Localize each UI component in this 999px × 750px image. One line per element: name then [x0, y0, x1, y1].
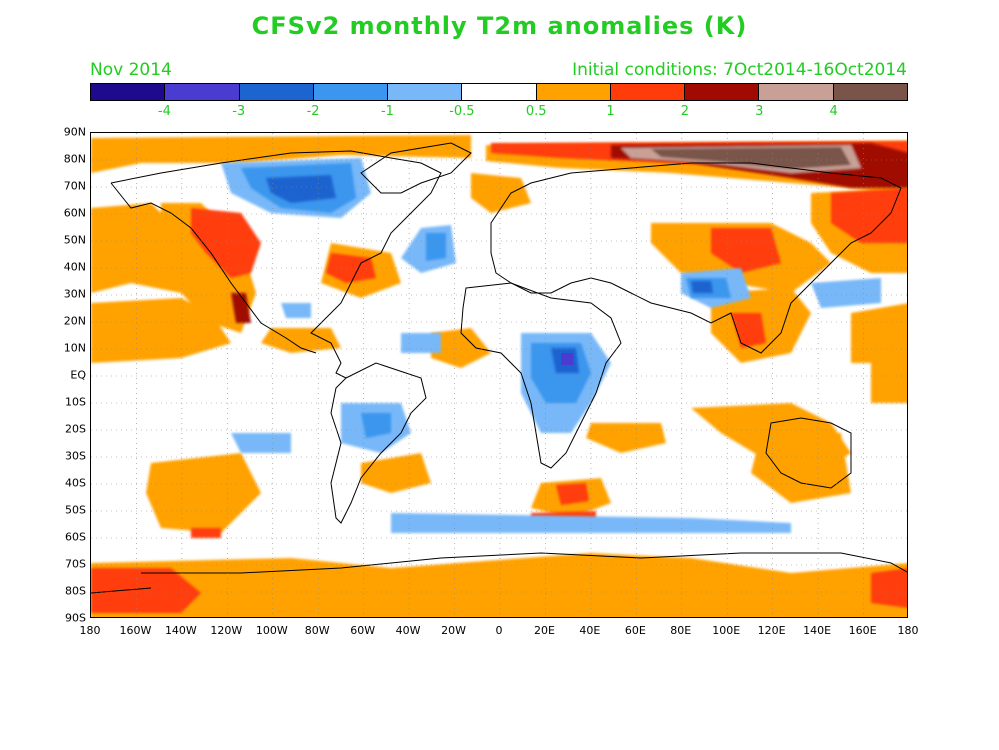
colorbar-legend	[90, 83, 908, 101]
latitude-label: 80N	[63, 152, 86, 166]
chart-title: CFSv2 monthly T2m anomalies (K)	[251, 12, 748, 40]
longitude-label: 140W	[164, 624, 197, 637]
colorbar-swatch	[313, 84, 389, 100]
longitude-label: 20E	[533, 624, 555, 637]
colorbar-tick-label: 0.5	[525, 104, 547, 119]
colorbar-swatch	[536, 84, 611, 100]
longitude-label: 60E	[624, 624, 646, 637]
latitude-label: 20S	[65, 422, 86, 436]
latitude-label: 90N	[63, 125, 86, 139]
colorbar-swatch	[685, 84, 760, 100]
colorbar-tick-label: -2	[306, 104, 320, 119]
colorbar-swatch	[610, 84, 686, 100]
latitude-label: 10N	[63, 341, 86, 355]
warm-anomaly-regions	[91, 135, 907, 617]
longitude-label: 100W	[255, 624, 288, 637]
latitude-label: 20N	[63, 314, 86, 328]
longitude-label: 80E	[670, 624, 692, 637]
longitude-label: 80W	[304, 624, 330, 637]
latitude-label: 80S	[65, 584, 86, 598]
colorbar-swatch	[91, 84, 166, 100]
coastlines	[91, 142, 907, 594]
initial-conditions: Initial conditions: 7Oct2014-16Oct2014	[572, 60, 907, 80]
latitude-label: 70S	[65, 557, 86, 571]
longitude-label: 40E	[579, 624, 601, 637]
anomaly-map	[91, 133, 907, 617]
latitude-label: EQ	[70, 368, 86, 382]
strong-warm-anomaly-regions	[91, 141, 907, 613]
colorbar-tick-label: 1	[606, 104, 615, 119]
longitude-label: 160W	[119, 624, 152, 637]
longitude-label: 40W	[395, 624, 421, 637]
world-map	[90, 132, 908, 618]
latitude-label: 10S	[65, 395, 86, 409]
longitude-label: 180	[897, 624, 919, 637]
latitude-label: 60N	[63, 206, 86, 220]
latitude-label: 70N	[63, 179, 86, 193]
latitude-label: 40N	[63, 260, 86, 274]
latitude-label: 40S	[65, 476, 86, 490]
colorbar-swatch	[833, 84, 907, 100]
latitude-label: 60S	[65, 530, 86, 544]
longitude-label: 100E	[712, 624, 741, 637]
forecast-month: Nov 2014	[90, 60, 172, 80]
colorbar-tick-label: 4	[829, 104, 838, 119]
colorbar-tick-label: -0.5	[449, 104, 475, 119]
extreme-cold-anomaly-regions	[561, 353, 573, 365]
latitude-label: 30N	[63, 287, 86, 301]
colorbar-tick-label: 2	[680, 104, 690, 119]
latitude-label: 50N	[63, 233, 86, 247]
colorbar-swatch	[759, 84, 834, 100]
longitude-label: 120W	[210, 624, 243, 637]
colorbar-tick-label: -4	[157, 104, 171, 119]
colorbar-tick-label: -3	[232, 104, 246, 119]
extreme-warm-anomaly-regions	[231, 143, 907, 323]
colorbar-swatch	[462, 84, 537, 100]
colorbar-tick-label: -1	[380, 104, 394, 119]
longitude-label: 20W	[441, 624, 466, 637]
longitude-label: 160E	[848, 624, 877, 637]
longitude-label: 120E	[757, 624, 786, 637]
colorbar-tick-label: 3	[755, 104, 764, 119]
longitude-label: 60W	[350, 624, 376, 637]
latitude-label: 50S	[65, 503, 86, 517]
colorbar-swatch	[239, 84, 314, 100]
colorbar-swatch	[165, 84, 240, 100]
longitude-label: 140E	[803, 624, 832, 637]
lat-lon-grid	[91, 133, 907, 617]
longitude-label: 180	[79, 624, 101, 637]
latitude-label: 30S	[65, 449, 86, 463]
longitude-label: 0	[495, 624, 503, 637]
latitude-label: 90S	[65, 611, 86, 625]
colorbar-swatch	[388, 84, 463, 100]
